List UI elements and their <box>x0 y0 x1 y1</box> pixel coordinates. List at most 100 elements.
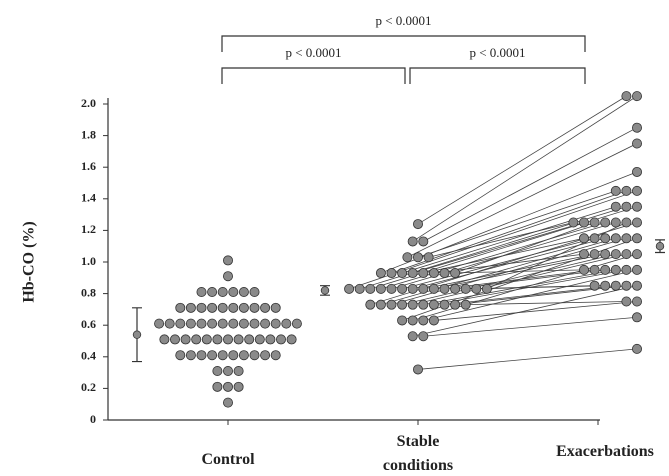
pair-line <box>402 253 616 306</box>
data-dot <box>175 318 186 329</box>
bracket <box>221 67 406 84</box>
data-dot <box>450 268 461 279</box>
data-dot <box>428 283 439 294</box>
data-dot <box>375 283 386 294</box>
data-dot <box>233 381 244 392</box>
data-dot <box>589 233 600 244</box>
data-dot <box>217 318 228 329</box>
bracket <box>409 67 586 84</box>
data-dot <box>228 318 239 329</box>
data-dot <box>270 318 281 329</box>
data-dot <box>621 249 632 260</box>
data-dot <box>418 268 429 279</box>
bracket <box>221 35 586 52</box>
data-dot <box>397 315 408 326</box>
pair-line <box>412 222 585 274</box>
data-dot <box>621 264 632 275</box>
data-dot <box>286 334 297 345</box>
pair-line <box>412 253 638 321</box>
data-dot <box>579 233 590 244</box>
data-dot <box>610 280 621 291</box>
data-dot <box>402 252 413 263</box>
data-dot <box>412 252 423 263</box>
data-dot <box>270 302 281 313</box>
data-dot <box>407 299 418 310</box>
data-dot <box>450 299 461 310</box>
p-value-label: p < 0.0001 <box>469 45 525 60</box>
data-dot <box>610 217 621 228</box>
data-dot <box>579 217 590 228</box>
data-dot <box>217 287 228 298</box>
data-dot <box>217 350 228 361</box>
data-dot <box>212 381 223 392</box>
data-dot <box>632 343 643 354</box>
data-dot <box>222 381 233 392</box>
data-dot <box>222 397 233 408</box>
x-category-label: Control <box>201 451 255 468</box>
data-dot <box>386 283 397 294</box>
y-tick-label: 0 <box>90 412 96 426</box>
data-dot <box>260 350 271 361</box>
data-dot <box>375 299 386 310</box>
data-dot <box>212 366 223 377</box>
data-dot <box>207 302 218 313</box>
data-dot <box>196 350 207 361</box>
pair-line <box>433 269 627 306</box>
data-dot <box>228 302 239 313</box>
data-dot <box>217 302 228 313</box>
data-dot <box>632 91 643 102</box>
data-dot <box>159 334 170 345</box>
pair-line <box>380 171 638 274</box>
data-dot <box>632 217 643 228</box>
data-dot <box>270 350 281 361</box>
y-tick-label: 0.6 <box>81 317 96 331</box>
y-tick-label: 1.8 <box>81 127 96 141</box>
p-value-label: p < 0.0001 <box>375 13 431 28</box>
data-dot <box>185 350 196 361</box>
data-dot <box>632 280 643 291</box>
pair-line <box>423 269 638 321</box>
data-dot <box>185 302 196 313</box>
pair-line <box>423 269 616 306</box>
data-dot <box>589 217 600 228</box>
data-dot <box>450 283 461 294</box>
y-axis-title: Hb-CO (%) <box>21 221 38 302</box>
data-dot <box>632 312 643 323</box>
data-dot <box>175 350 186 361</box>
y-tick-label: 2.0 <box>81 96 96 110</box>
data-dot <box>621 91 632 102</box>
data-dot <box>412 219 423 230</box>
data-dot <box>354 283 365 294</box>
data-dot <box>228 350 239 361</box>
data-dot <box>154 318 165 329</box>
data-dot <box>600 280 611 291</box>
mean-dot <box>132 330 142 339</box>
pair-line <box>433 253 606 290</box>
y-tick-label: 0.4 <box>81 349 96 363</box>
data-dot <box>632 185 643 196</box>
pair-line <box>380 222 606 290</box>
data-dot <box>212 334 223 345</box>
data-dot <box>610 201 621 212</box>
data-dot <box>418 299 429 310</box>
data-dot <box>460 283 471 294</box>
data-dot <box>407 268 418 279</box>
data-dot <box>407 331 418 342</box>
data-dot <box>365 283 376 294</box>
y-tick-label: 0.8 <box>81 285 96 299</box>
data-dot <box>238 318 249 329</box>
data-dot <box>196 287 207 298</box>
data-dot <box>439 268 450 279</box>
data-dot <box>632 201 643 212</box>
data-dot <box>632 249 643 260</box>
data-dot <box>238 302 249 313</box>
data-dot <box>428 299 439 310</box>
data-dot <box>397 299 408 310</box>
data-dot <box>589 249 600 260</box>
data-dot <box>418 236 429 247</box>
y-tick-label: 1.0 <box>81 254 96 268</box>
y-tick-label: 1.2 <box>81 222 96 236</box>
data-dot <box>621 280 632 291</box>
data-dot <box>407 236 418 247</box>
data-dot <box>610 233 621 244</box>
